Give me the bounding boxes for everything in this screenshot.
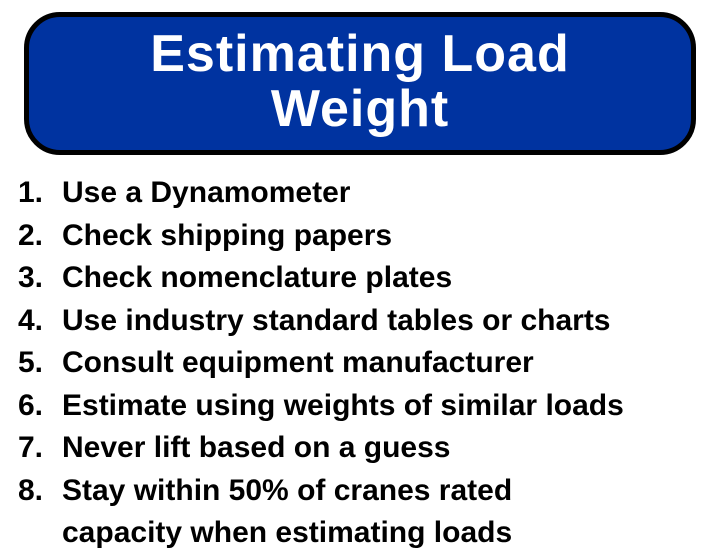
list-text: Use a Dynamometer: [62, 173, 350, 214]
numbered-list: 1. Use a Dynamometer 2. Check shipping p…: [0, 173, 720, 554]
list-text: Estimate using weights of similar loads: [62, 386, 624, 427]
list-number: 3.: [18, 261, 62, 295]
title-banner: Estimating Load Weight: [24, 12, 696, 155]
list-item: 3. Check nomenclature plates: [18, 258, 702, 299]
list-text: Never lift based on a guess: [62, 428, 450, 469]
list-number: 6.: [18, 389, 62, 423]
list-text: Check nomenclature plates: [62, 258, 452, 299]
list-item: 6. Estimate using weights of similar loa…: [18, 386, 702, 427]
list-number: 5.: [18, 346, 62, 380]
list-text: Use industry standard tables or charts: [62, 301, 611, 342]
list-text: Check shipping papers: [62, 216, 392, 257]
list-number: 4.: [18, 304, 62, 338]
list-item: 1. Use a Dynamometer: [18, 173, 702, 214]
list-number: 1.: [18, 176, 62, 210]
title-line-2: Weight: [49, 82, 671, 137]
list-item-continuation: capacity when estimating loads: [18, 513, 702, 554]
list-item: 7. Never lift based on a guess: [18, 428, 702, 469]
list-item: 8. Stay within 50% of cranes rated: [18, 471, 702, 512]
list-text: Consult equipment manufacturer: [62, 343, 534, 384]
list-number: 2.: [18, 219, 62, 253]
list-number: 8.: [18, 474, 62, 508]
list-item: 4. Use industry standard tables or chart…: [18, 301, 702, 342]
list-number: 7.: [18, 431, 62, 465]
list-item: 2. Check shipping papers: [18, 216, 702, 257]
list-text: Stay within 50% of cranes rated: [62, 471, 512, 512]
list-item: 5. Consult equipment manufacturer: [18, 343, 702, 384]
title-line-1: Estimating Load: [49, 27, 671, 82]
